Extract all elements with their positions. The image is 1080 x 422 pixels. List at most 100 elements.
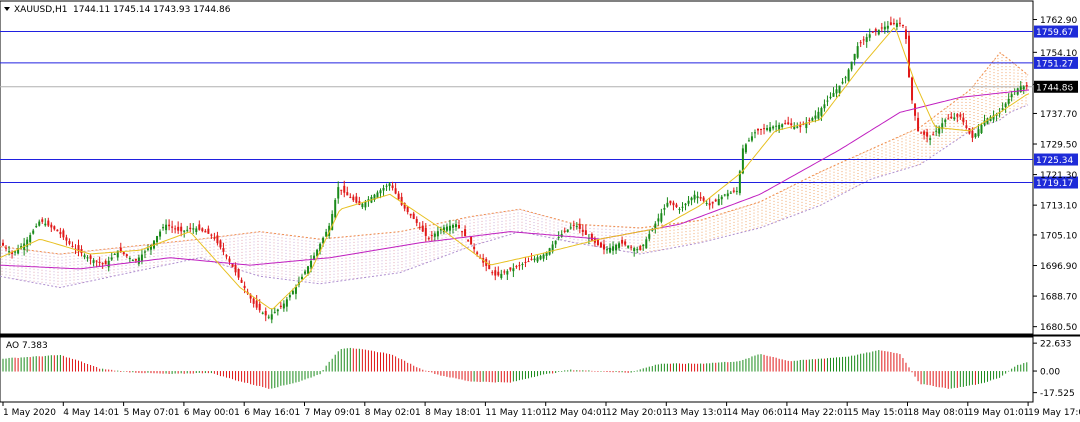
candle-body: [77, 245, 80, 252]
ao-panel-frame: [0, 336, 1034, 403]
candle-body: [569, 227, 572, 229]
candle-body: [844, 77, 847, 79]
candle-body: [41, 219, 44, 222]
y-tick-label: 1721.30: [1040, 171, 1077, 181]
candle-body: [421, 225, 424, 232]
candle-body: [720, 196, 723, 200]
candle-body: [678, 208, 681, 210]
candle-body: [95, 260, 98, 262]
candle-body: [847, 69, 850, 81]
candle-body: [189, 227, 192, 230]
candle-body: [838, 85, 841, 93]
candle-body: [1022, 86, 1025, 90]
candle-body: [527, 261, 530, 263]
candle-body: [690, 197, 693, 201]
candle-body: [273, 311, 276, 313]
candle-body: [228, 258, 231, 262]
dropdown-triangle-icon[interactable]: [4, 7, 10, 11]
x-tick-label: 14 May 22:01: [787, 408, 849, 418]
candle-body: [2, 242, 4, 246]
candle-body: [705, 203, 708, 205]
candle-body: [50, 224, 53, 228]
candle-body: [871, 31, 874, 33]
candle-body: [143, 251, 146, 253]
x-tick-label: 7 May 09:01: [305, 408, 361, 418]
candle-body: [288, 295, 291, 298]
candle-body: [294, 286, 297, 294]
candle-body: [38, 221, 41, 226]
candle-body: [874, 29, 877, 32]
candle-body: [693, 194, 696, 200]
candle-body: [285, 299, 288, 307]
candle-body: [1004, 103, 1007, 108]
candle-body: [1007, 98, 1010, 104]
candle-body: [920, 132, 923, 134]
candle-body: [310, 260, 313, 268]
candle-body: [971, 130, 974, 138]
candle-body: [895, 23, 898, 27]
candle-body: [219, 240, 222, 248]
awesome-oscillator-histogram: [2, 347, 1028, 389]
candle-body: [204, 230, 207, 233]
candle-body: [506, 271, 509, 275]
ao-title: AO 7.383: [6, 341, 48, 351]
candle-body: [518, 265, 521, 267]
y-tick-label: 1737.70: [1040, 110, 1077, 120]
candle-body: [343, 185, 346, 193]
candle-body: [174, 228, 177, 230]
candle-body: [291, 290, 294, 295]
candle-body: [530, 258, 533, 260]
candle-body: [128, 258, 131, 260]
candle-body: [270, 314, 273, 320]
candle-body: [17, 248, 20, 254]
candle-body: [923, 131, 926, 135]
candle-body: [947, 118, 950, 120]
ao-tick-label: 22.633: [1040, 340, 1072, 350]
candle-body: [213, 237, 216, 239]
candle-body: [904, 29, 907, 40]
candle-body: [784, 122, 787, 124]
candle-body: [467, 240, 470, 242]
candle-body: [442, 227, 445, 233]
candle-body: [986, 118, 989, 124]
candle-body: [334, 199, 337, 218]
candle-body: [938, 126, 941, 134]
candle-body: [282, 303, 285, 309]
candle-body: [249, 294, 252, 299]
candle-body: [590, 233, 593, 241]
candle-body: [1019, 86, 1022, 93]
candle-body: [675, 204, 678, 208]
candle-body: [602, 244, 605, 250]
candle-body: [717, 199, 720, 206]
x-tick-label: 8 May 18:01: [425, 408, 481, 418]
price-level-tag: [1034, 56, 1078, 69]
candle-body: [609, 247, 612, 253]
candle-body: [307, 266, 310, 274]
x-tick-label: 1 May 2020: [3, 408, 56, 418]
candle-body: [750, 136, 753, 141]
candle-body: [820, 108, 823, 116]
candle-body: [977, 129, 980, 137]
candle-body: [639, 246, 642, 250]
candle-body: [436, 231, 439, 237]
candle-body: [584, 230, 587, 235]
candle-body: [723, 194, 726, 196]
candle-body: [941, 123, 944, 129]
candle-body: [149, 245, 152, 250]
candle-body: [240, 279, 243, 283]
candle-body: [86, 257, 89, 259]
candle-body: [279, 305, 282, 308]
candle-body: [735, 190, 738, 192]
candle-body: [146, 248, 149, 250]
main-chart-frame: [0, 0, 1034, 335]
candle-body: [26, 239, 29, 247]
candle-body: [557, 236, 560, 238]
price-level-tag: [1034, 25, 1078, 38]
candle-body: [192, 228, 195, 230]
candle-body: [509, 267, 512, 270]
candle-body: [757, 128, 759, 131]
candle-body: [464, 229, 467, 237]
fast-moving-average-line: [0, 26, 1030, 310]
candle-body: [71, 245, 74, 247]
